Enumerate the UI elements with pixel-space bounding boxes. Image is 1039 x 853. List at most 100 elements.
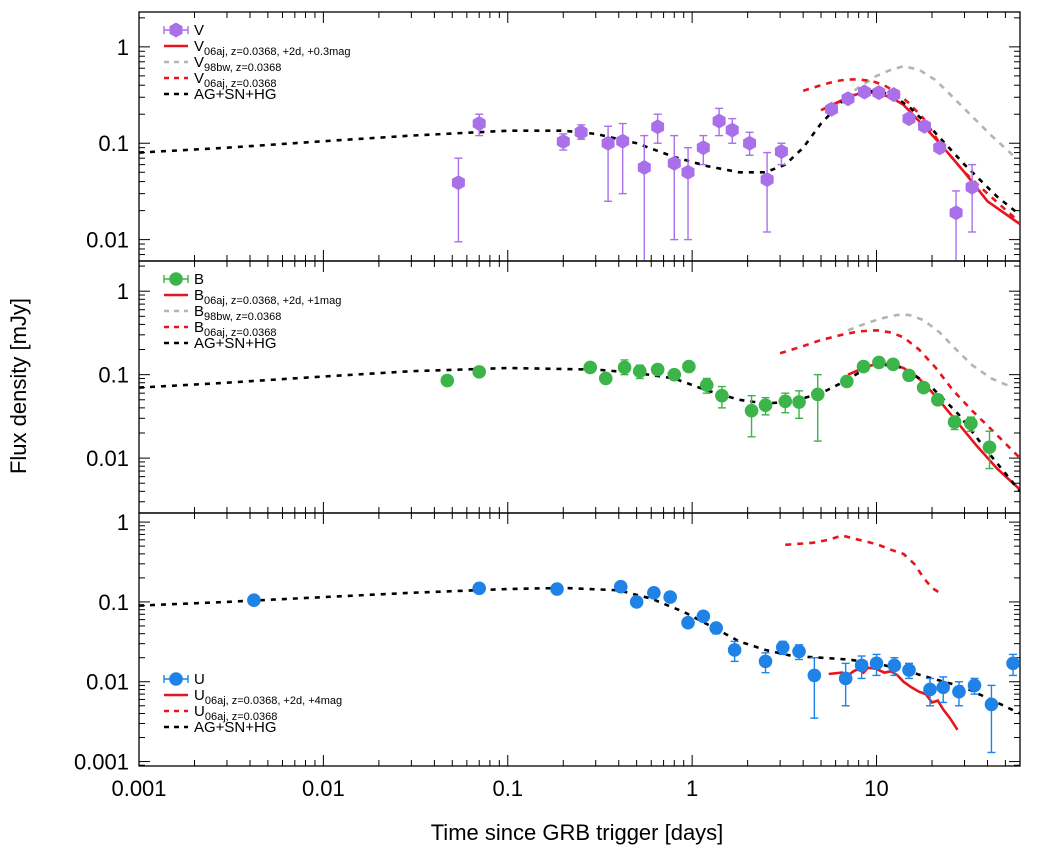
data-point [807, 657, 822, 719]
data-point [887, 87, 901, 103]
marker [758, 654, 773, 669]
marker [637, 160, 651, 175]
marker [247, 593, 261, 608]
marker [792, 644, 806, 659]
data-point [965, 163, 979, 233]
data-point [727, 640, 742, 663]
legend-marker [169, 272, 183, 286]
y-tick-label: 1 [117, 510, 129, 535]
data-point [632, 364, 647, 380]
data-point [637, 134, 651, 261]
marker [923, 682, 937, 697]
marker [696, 609, 711, 624]
x-tick-label: 1 [686, 776, 698, 801]
marker [936, 680, 951, 695]
marker [869, 656, 884, 671]
data-point [715, 385, 729, 409]
data-point [712, 107, 726, 137]
data-point [792, 390, 806, 419]
marker [967, 678, 982, 693]
legend-label: V98bw, z=0.0368 [194, 54, 281, 74]
data-point [760, 151, 774, 233]
marker [902, 111, 916, 127]
data-point [778, 392, 793, 414]
data-point [792, 644, 806, 661]
ag-sn-hg-curve [139, 89, 1020, 217]
data-point [550, 582, 564, 596]
marker [982, 440, 997, 455]
marker [712, 113, 726, 129]
data-point [810, 373, 825, 442]
data-point [725, 117, 739, 144]
marker [918, 118, 931, 134]
data-point [918, 118, 931, 134]
legend-entry-bw: B98bw, z=0.0368 [164, 303, 281, 323]
data-point [774, 142, 788, 166]
marker [583, 360, 598, 375]
data-point [872, 355, 886, 370]
data-point [616, 122, 630, 195]
data-point [886, 357, 900, 372]
marker [743, 135, 757, 151]
legend-marker [169, 672, 183, 686]
data-point [825, 101, 838, 117]
data-point [681, 146, 695, 241]
legend-label: V06aj, z=0.0368 [194, 70, 277, 90]
marker [841, 91, 855, 107]
data-point [984, 684, 999, 754]
legend-label: B06aj, z=0.0368, +2d, +1mag [194, 287, 341, 307]
marker [858, 84, 871, 100]
data-point [699, 377, 714, 394]
marker [854, 658, 869, 673]
legend-label: U06aj, z=0.0368, +2d, +4mag [194, 687, 342, 707]
y-tick-label: 0.1 [98, 590, 129, 615]
legend-label: V06aj, z=0.0368, +2d, +0.3mag [194, 38, 351, 58]
x-tick-label: 0.1 [492, 776, 523, 801]
marker [663, 590, 677, 604]
marker [952, 684, 966, 699]
marker [550, 582, 564, 596]
data-point [696, 134, 710, 166]
marker [715, 388, 729, 403]
marker [440, 373, 455, 388]
marker [856, 359, 871, 374]
legend-entry-points: B [163, 271, 204, 288]
marker [472, 581, 487, 596]
legend-entry-bw: V98bw, z=0.0368 [164, 54, 281, 74]
data-point [556, 133, 570, 151]
sn06aj-curve [847, 362, 1020, 491]
marker [887, 87, 901, 103]
marker [472, 365, 487, 379]
marker [758, 398, 773, 413]
marker [632, 364, 647, 378]
y-tick-label: 0.01 [86, 228, 129, 253]
data-point [667, 367, 682, 382]
data-point [472, 581, 487, 596]
legend-entry-points: U [163, 671, 205, 688]
marker [556, 134, 570, 150]
data-point [964, 416, 978, 432]
data-point [856, 359, 871, 374]
legend-label: AG+SN+HG [194, 335, 277, 352]
marker [617, 360, 632, 375]
legend-label: B06aj, z=0.0368 [194, 319, 277, 339]
x-axis-title: Time since GRB trigger [days] [431, 820, 724, 845]
y-axis-title: Flux density [mJy] [6, 298, 31, 474]
data-point [858, 84, 871, 100]
data-point [758, 396, 773, 416]
data-point [936, 676, 951, 704]
marker [933, 140, 947, 156]
data-point [574, 124, 588, 140]
data-point [838, 662, 853, 707]
marker [886, 357, 900, 372]
marker [916, 380, 931, 395]
data-point [758, 652, 773, 674]
data-point [681, 615, 695, 630]
y-tick-label: 0.01 [86, 670, 129, 695]
data-point [629, 595, 644, 609]
data-point [902, 662, 916, 680]
marker [650, 362, 665, 377]
